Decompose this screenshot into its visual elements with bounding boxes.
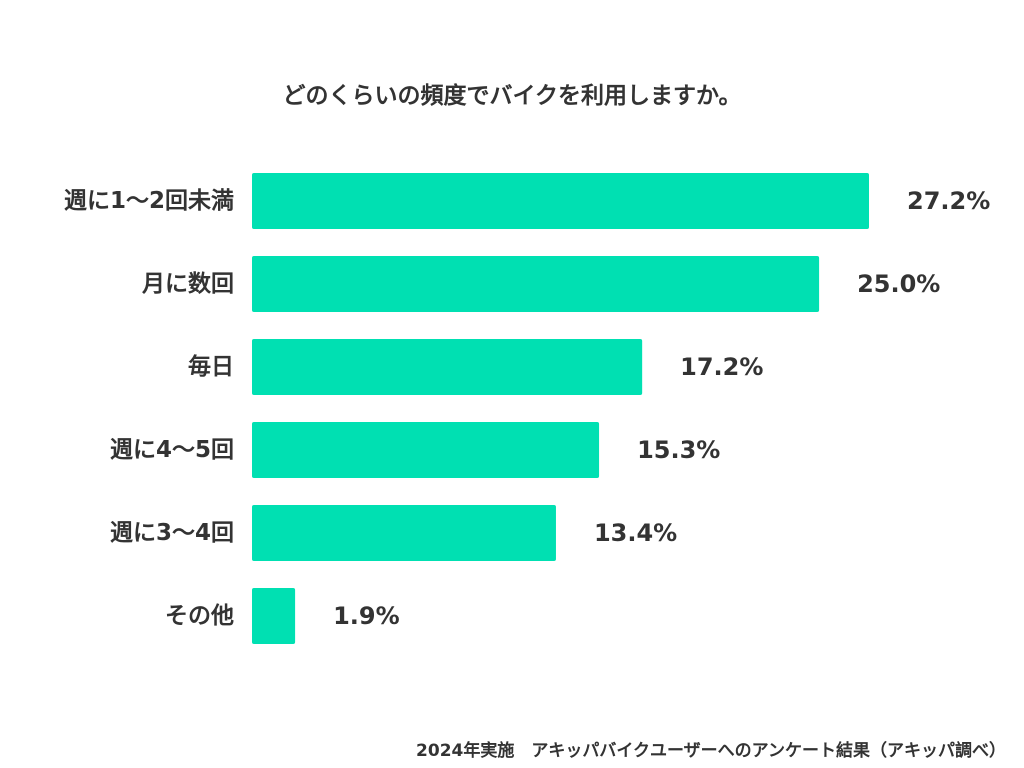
value-label-0: 27.2% [907,187,990,215]
category-label-3: 週に4〜5回 [110,437,234,463]
value-label-4: 13.4% [594,519,677,547]
bar-1 [252,256,820,312]
category-label-4: 週に3〜4回 [110,520,234,546]
bar-5 [252,588,296,644]
bar-0 [252,173,869,229]
bars-group: 週に1〜2回未満 27.2% 月に数回 25.0% 毎日 17.2% 週に4〜5回 15.3%… [64,173,990,644]
source-note: 2024年実施 アキッパバイクユーザーへのアンケート結果（アキッパ調べ） [416,741,1006,761]
bar-4 [252,505,556,561]
chart-title: どのくらいの頻度でバイクを利用しますか。 [282,83,742,109]
bar-2 [252,339,643,395]
value-label-2: 17.2% [680,353,763,381]
category-label-5: その他 [165,603,234,629]
category-label-2: 毎日 [188,354,234,380]
category-label-0: 週に1〜2回未満 [64,188,234,214]
value-label-1: 25.0% [857,270,940,298]
value-label-3: 15.3% [637,436,720,464]
bar-3 [252,422,600,478]
category-label-1: 月に数回 [141,271,234,297]
value-label-5: 1.9% [333,602,400,630]
